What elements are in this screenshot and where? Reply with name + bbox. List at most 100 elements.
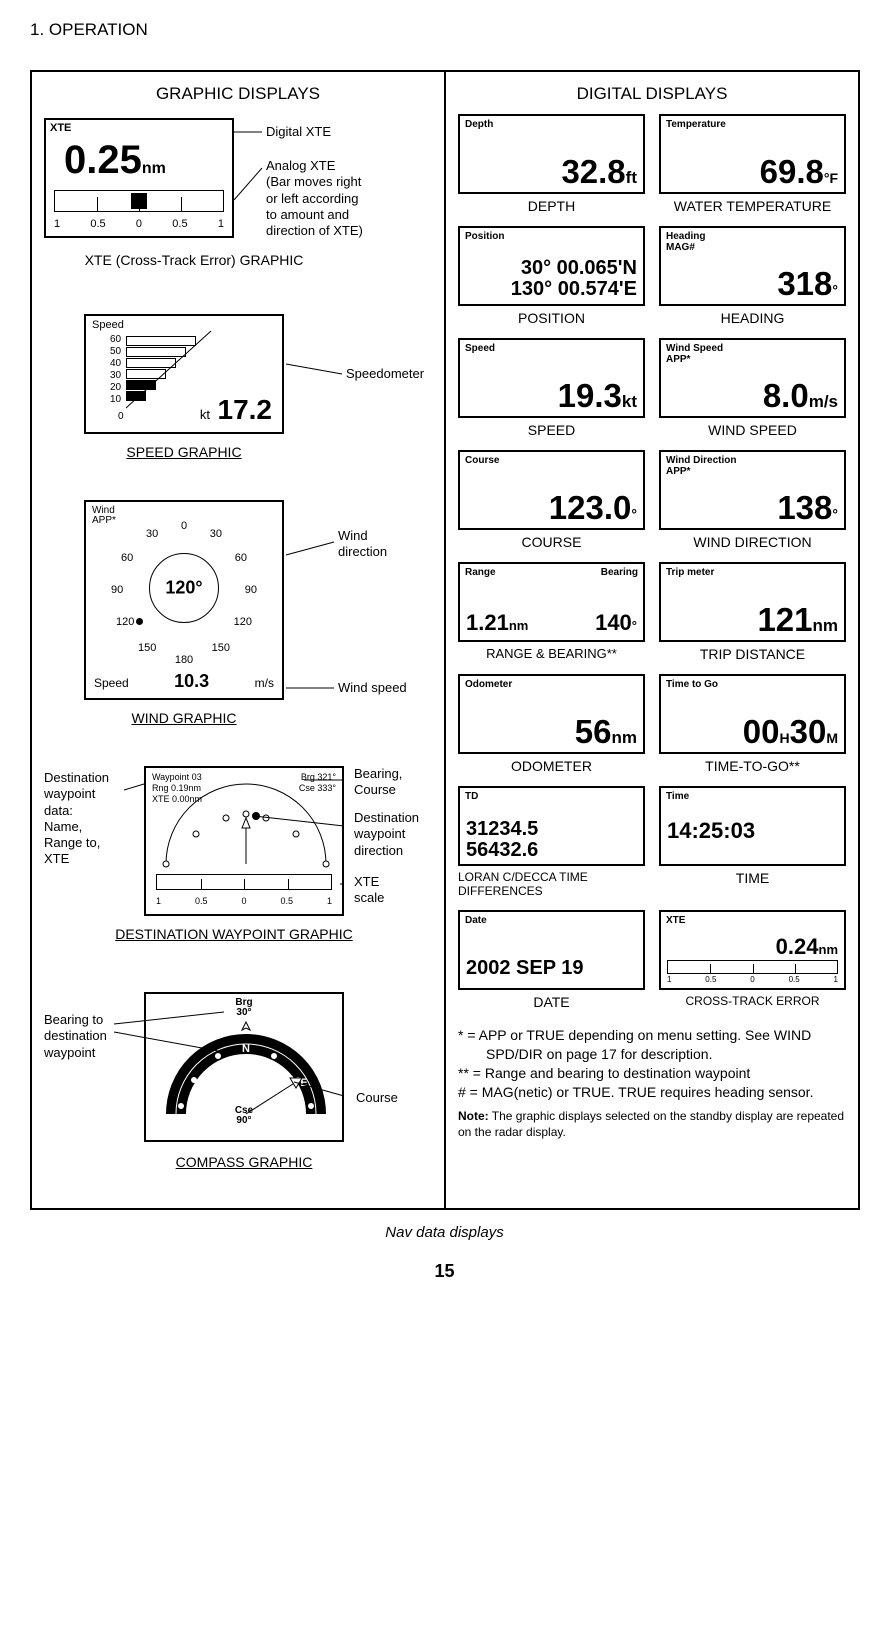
- ttg-label: Time to Go: [666, 679, 839, 690]
- heading-value: 318: [777, 265, 832, 302]
- rngbrg-cell: Range Bearing 1.21nm 140° RANGE & BEARIN…: [458, 562, 645, 672]
- position-lon: 130° 00.574'E: [511, 279, 637, 300]
- wind-graphic-row: Wind APP* 120° 0 30 30 60 60 90 90 120 1…: [44, 500, 432, 740]
- ttg-mins: 30: [790, 713, 827, 750]
- digital-grid: Depth 32.8ft DEPTH Temperature 69.8°F WA…: [458, 114, 846, 1020]
- compass-graphic-row: Brg 30° N E Cse 90°: [44, 992, 432, 1192]
- trip-value: 121: [757, 601, 812, 638]
- wind-anno-dir: Wind direction: [338, 528, 387, 561]
- rngbrg-caption: RANGE & BEARING**: [458, 646, 645, 661]
- ttg-cell: Time to Go 00H30M TIME-TO-GO**: [659, 674, 846, 784]
- dxte-bar: [667, 960, 838, 974]
- odo-value: 56: [575, 713, 612, 750]
- position-cell: Position 30° 00.065'N 130° 00.574'E POSI…: [458, 226, 645, 336]
- temp-cell: Temperature 69.8°F WATER TEMPERATURE: [659, 114, 846, 224]
- depth-unit: ft: [626, 168, 637, 187]
- position-label: Position: [465, 231, 638, 242]
- speed-anno: Speedometer: [346, 366, 424, 382]
- graphic-title: GRAPHIC DISPLAYS: [44, 82, 432, 114]
- speed-cell: Speed 19.3kt SPEED: [458, 338, 645, 448]
- temp-value: 69.8: [760, 153, 824, 190]
- date-value: 2002 SEP 19: [466, 957, 584, 980]
- speed-graphic-row: Speed 60 50 40 30 20 10: [44, 314, 432, 474]
- temp-caption: WATER TEMPERATURE: [659, 198, 846, 214]
- range-value: 1.21: [466, 610, 509, 635]
- time-value: 14:25:03: [667, 818, 755, 844]
- winddir-label: Wind Direction APP*: [666, 455, 839, 477]
- time-cell: Time 14:25:03 TIME: [659, 786, 846, 908]
- course-cell: Course 123.0° COURSE: [458, 450, 645, 560]
- compass-caption: COMPASS GRAPHIC: [144, 1154, 344, 1170]
- ttg-hours: 00: [743, 713, 780, 750]
- xte-digi-cell: XTE 0.24nm 1 0.5 0 0.5: [659, 910, 846, 1020]
- digital-column: DIGITAL DISPLAYS Depth 32.8ft DEPTH Temp…: [446, 72, 858, 1208]
- windspd-label: Wind Speed APP*: [666, 343, 839, 365]
- windspd-unit: m/s: [809, 392, 838, 411]
- range-label: Range: [465, 567, 496, 578]
- td-cell: TD 31234.5 56432.6 LORAN C/DECCA TIME DI…: [458, 786, 645, 908]
- trip-unit: nm: [813, 616, 839, 635]
- position-lat: 30° 00.065'N: [511, 258, 637, 279]
- winddir-value: 138: [777, 489, 832, 526]
- xte-caption: XTE (Cross-Track Error) GRAPHIC: [44, 252, 344, 268]
- course-unit: °: [631, 506, 637, 522]
- dspeed-value: 19.3: [558, 377, 622, 414]
- temp-unit: °F: [824, 170, 838, 186]
- course-value: 123.0: [549, 489, 632, 526]
- speed-caption: SPEED GRAPHIC: [84, 444, 284, 460]
- dwp-caption: DESTINATION WAYPOINT GRAPHIC: [84, 926, 384, 942]
- dxte-label: XTE: [666, 915, 839, 926]
- winddir-unit: °: [832, 506, 838, 522]
- footnotes: * = APP or TRUE depending on menu settin…: [458, 1026, 846, 1140]
- odo-cell: Odometer 56nm ODOMETER: [458, 674, 645, 784]
- heading-unit: °: [832, 282, 838, 298]
- page-number: 15: [30, 1261, 859, 1282]
- section-header: 1. OPERATION: [30, 20, 859, 40]
- dxte-value: 0.24: [776, 934, 819, 959]
- date-label: Date: [465, 915, 638, 926]
- depth-value: 32.8: [561, 153, 625, 190]
- wind-anno-spd: Wind speed: [338, 680, 407, 696]
- wind-caption: WIND GRAPHIC: [84, 710, 284, 726]
- date-caption: DATE: [458, 994, 645, 1010]
- bearing-label: Bearing: [601, 567, 638, 578]
- trip-caption: TRIP DISTANCE: [659, 646, 846, 662]
- graphic-column: GRAPHIC DISPLAYS XTE 0.25nm 1 0.5 0: [32, 72, 446, 1208]
- windspd-cell: Wind Speed APP* 8.0m/s WIND SPEED: [659, 338, 846, 448]
- time-caption: TIME: [659, 870, 846, 886]
- position-caption: POSITION: [458, 310, 645, 326]
- digital-title: DIGITAL DISPLAYS: [458, 82, 846, 114]
- odo-unit: nm: [612, 728, 638, 747]
- odo-caption: ODOMETER: [458, 758, 645, 774]
- xte-anno-digital: Digital XTE: [266, 124, 331, 140]
- depth-label: Depth: [465, 119, 638, 130]
- depth-cell: Depth 32.8ft DEPTH: [458, 114, 645, 224]
- odo-label: Odometer: [465, 679, 638, 690]
- footnote-star: * = APP or TRUE depending on menu settin…: [458, 1026, 846, 1064]
- winddir-cell: Wind Direction APP* 138° WIND DIRECTION: [659, 450, 846, 560]
- date-cell: Date 2002 SEP 19 DATE: [458, 910, 645, 1020]
- time-label: Time: [666, 791, 839, 802]
- xte-graphic-row: XTE 0.25nm 1 0.5 0 0.5 1: [44, 118, 432, 288]
- temp-label: Temperature: [666, 119, 839, 130]
- heading-cell: Heading MAG# 318° HEADING: [659, 226, 846, 336]
- dxte-caption: CROSS-TRACK ERROR: [659, 994, 846, 1008]
- footnote-note: The graphic displays selected on the sta…: [458, 1109, 844, 1139]
- bearing-unit: °: [632, 618, 637, 633]
- course-caption: COURSE: [458, 534, 645, 550]
- dspeed-caption: SPEED: [458, 422, 645, 438]
- windspd-caption: WIND SPEED: [659, 422, 846, 438]
- dspeed-label: Speed: [465, 343, 638, 354]
- depth-caption: DEPTH: [458, 198, 645, 214]
- dwp-graphic-row: Waypoint 03 Rng 0.19nm XTE 0.00nm Brg 32…: [44, 766, 432, 966]
- trip-label: Trip meter: [666, 567, 839, 578]
- trip-cell: Trip meter 121nm TRIP DISTANCE: [659, 562, 846, 672]
- heading-caption: HEADING: [659, 310, 846, 326]
- td-label: TD: [465, 791, 638, 802]
- bottom-caption: Nav data displays: [30, 1224, 859, 1241]
- winddir-caption: WIND DIRECTION: [659, 534, 846, 550]
- footnote-dstar: ** = Range and bearing to destination wa…: [458, 1064, 846, 1083]
- dspeed-unit: kt: [622, 392, 637, 411]
- ttg-caption: TIME-TO-GO**: [659, 758, 846, 774]
- td-line1: 31234.5: [466, 819, 538, 840]
